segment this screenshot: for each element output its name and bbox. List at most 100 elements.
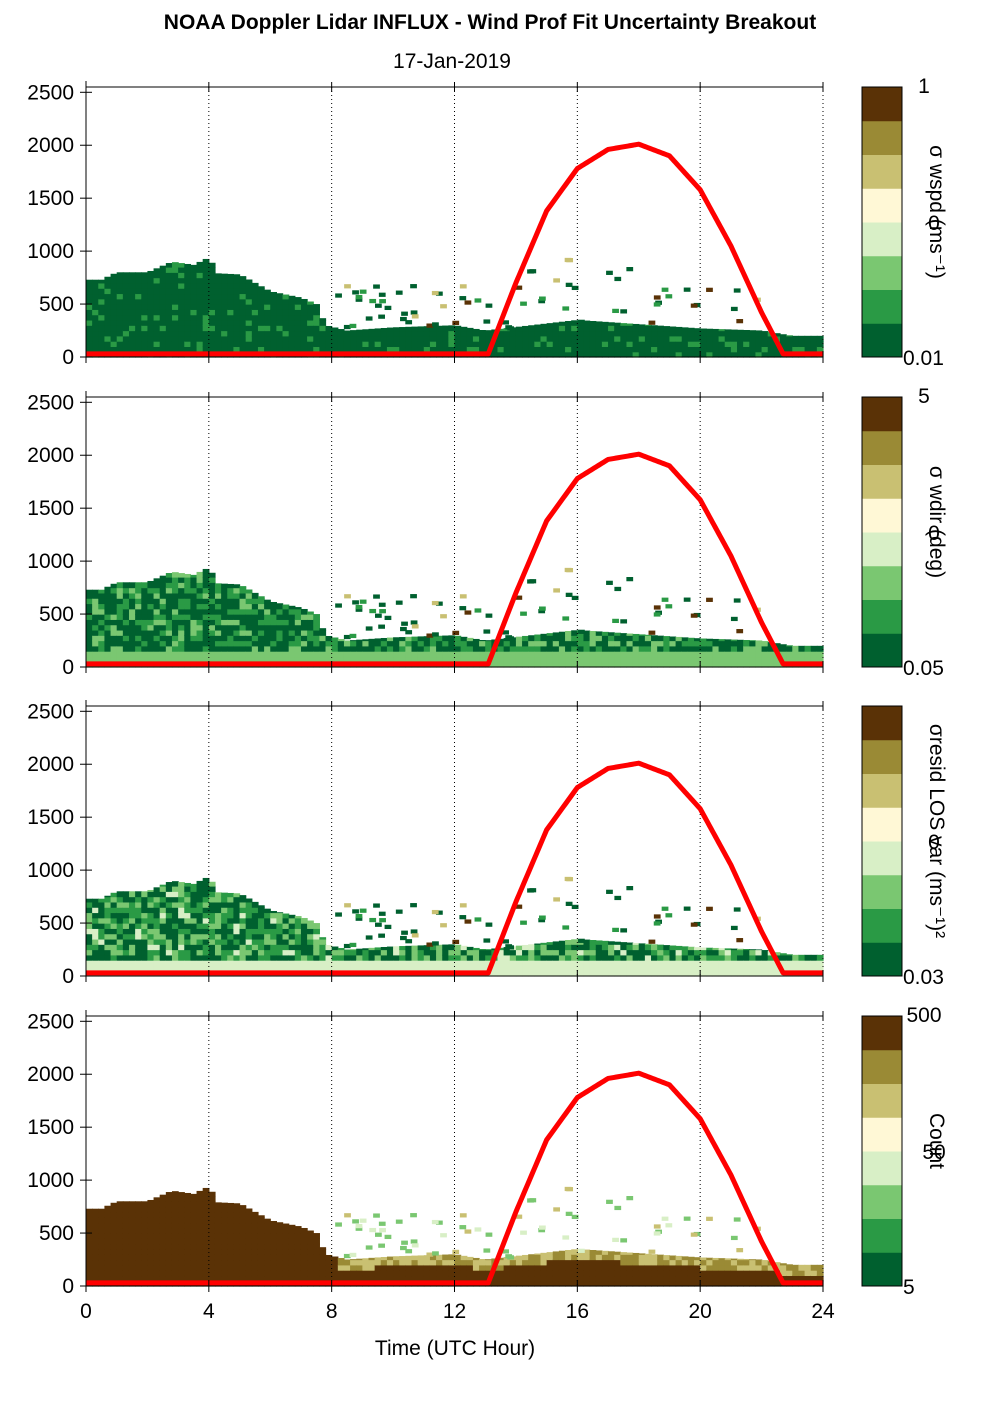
heatmap-cell	[190, 1233, 198, 1239]
heatmap-cell	[706, 960, 714, 967]
heatmap-cell	[528, 351, 535, 358]
heatmap-cell	[343, 1270, 351, 1277]
heatmap-cell	[208, 1264, 216, 1271]
heatmap-cell	[589, 651, 597, 658]
heatmap-cell	[780, 954, 787, 961]
heatmap-cell	[202, 635, 210, 642]
heatmap-cell	[546, 651, 554, 658]
heatmap-cell	[159, 592, 167, 599]
heatmap-cell	[687, 661, 695, 668]
heatmap-cell	[503, 346, 511, 353]
heatmap-cell	[743, 954, 750, 961]
heatmap-cell	[202, 944, 210, 951]
heatmap-cell	[436, 1275, 443, 1282]
heatmap-cell	[128, 309, 136, 316]
heatmap-cell	[110, 1222, 118, 1229]
heatmap-cell	[116, 325, 124, 332]
heatmap-cell	[595, 1280, 603, 1287]
heatmap-cell	[110, 304, 118, 310]
heatmap-cell	[171, 896, 179, 903]
heatmap-cell	[239, 938, 247, 945]
heatmap-cell	[184, 938, 192, 945]
x-axis-label: Time (UTC Hour)	[375, 1337, 535, 1360]
heatmap-cell	[608, 1270, 615, 1277]
heatmap-cell	[730, 346, 738, 353]
heatmap-cell	[264, 923, 271, 929]
heatmap-cell	[552, 1280, 560, 1287]
heatmap-cell	[159, 912, 167, 919]
heatmap-cell	[202, 598, 210, 605]
heatmap-cell	[135, 917, 142, 924]
heatmap-cell	[239, 586, 247, 589]
heatmap-cell	[178, 896, 185, 903]
heatmap-cell	[644, 1270, 652, 1277]
heatmap-cell	[350, 656, 357, 663]
heatmap-cell	[171, 582, 179, 589]
heatmap-cell	[264, 949, 271, 956]
heatmap-cell	[583, 960, 591, 967]
heatmap-cell	[276, 635, 284, 642]
heatmap-cell	[651, 965, 658, 972]
colorbar-segment	[862, 942, 902, 977]
heatmap-cell	[620, 651, 628, 658]
heatmap-cell	[257, 954, 265, 961]
heatmap-cell	[319, 965, 327, 972]
heatmap-cell	[104, 1227, 112, 1234]
heatmap-cell	[373, 1213, 380, 1218]
heatmap-cell	[122, 619, 130, 626]
heatmap-cell	[159, 293, 167, 300]
heatmap-cell	[196, 325, 204, 332]
heatmap-cell	[196, 614, 204, 620]
heatmap-cell	[251, 912, 259, 919]
heatmap-cell	[614, 954, 621, 961]
heatmap-cell	[178, 577, 185, 583]
heatmap-cell	[147, 1275, 155, 1282]
heatmap-cell	[681, 640, 689, 647]
heatmap-cell	[276, 309, 284, 316]
heatmap-cell	[712, 346, 720, 353]
heatmap-cell	[116, 1243, 124, 1250]
heatmap-cell	[245, 923, 253, 929]
heatmap-cell	[147, 1206, 155, 1213]
heatmap-cell	[171, 949, 179, 956]
heatmap-cell	[497, 645, 505, 652]
heatmap-cell	[264, 635, 271, 642]
heatmap-cell	[657, 965, 664, 972]
heatmap-cell	[153, 614, 161, 620]
heatmap-cell	[141, 923, 149, 929]
heatmap-cell	[534, 651, 542, 658]
heatmap-cell	[141, 635, 149, 642]
heatmap-cell	[196, 1248, 204, 1255]
heatmap-cell	[319, 949, 327, 956]
heatmap-cell	[528, 635, 535, 642]
heatmap-cell	[92, 960, 99, 967]
heatmap-cell	[270, 1264, 277, 1271]
heatmap-cell	[571, 320, 578, 326]
heatmap-cell	[264, 304, 271, 310]
heatmap-cell	[159, 341, 167, 348]
heatmap-cell	[190, 954, 198, 961]
heatmap-cell	[165, 1201, 173, 1208]
heatmap-cell	[190, 277, 198, 284]
heatmap-cell	[589, 635, 597, 642]
heatmap-cell	[749, 970, 757, 977]
heatmap-cell	[405, 651, 413, 658]
heatmap-cell	[373, 284, 380, 289]
heatmap-cell	[325, 1264, 333, 1271]
heatmap-cell	[159, 1264, 167, 1271]
heatmap-cell	[552, 635, 560, 642]
heatmap-cell	[792, 651, 800, 658]
heatmap-cell	[362, 948, 370, 951]
heatmap-cell	[282, 960, 290, 967]
heatmap-cell	[257, 917, 265, 924]
heatmap-cell	[558, 321, 566, 326]
heatmap-cell	[165, 1275, 173, 1282]
heatmap-cell	[208, 582, 216, 589]
heatmap-cell	[86, 1264, 93, 1271]
heatmap-cell	[583, 651, 591, 658]
heatmap-cell	[435, 601, 443, 606]
heatmap-cell	[730, 948, 738, 951]
heatmap-cell	[159, 330, 167, 337]
heatmap-cell	[196, 592, 204, 599]
heatmap-cell	[184, 912, 192, 919]
